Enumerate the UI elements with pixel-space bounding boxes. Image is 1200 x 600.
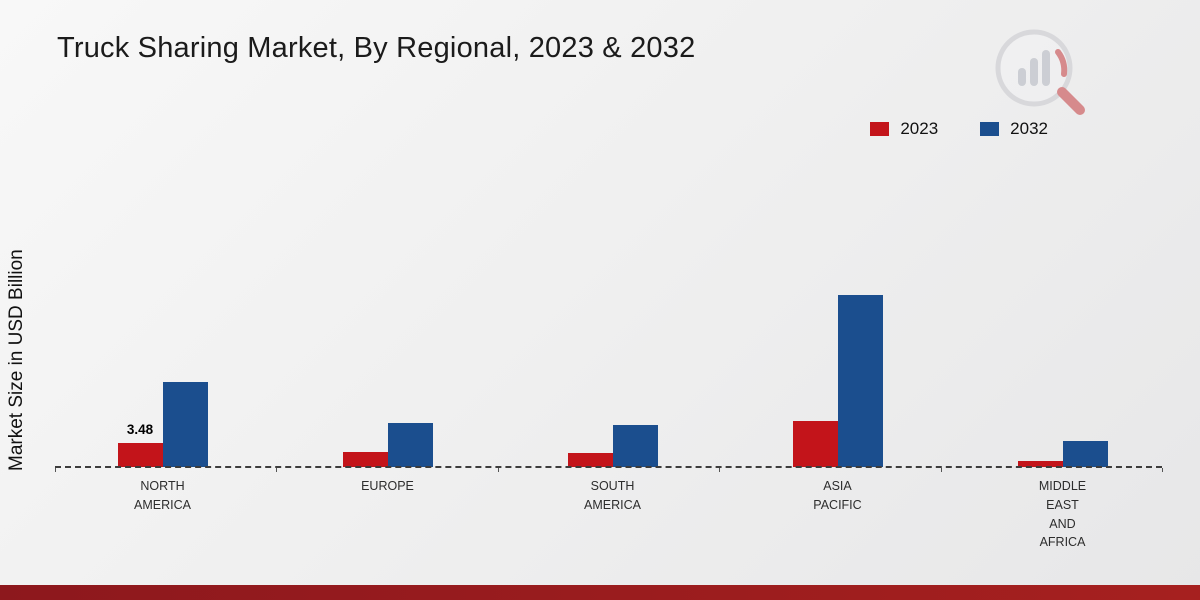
legend-item-2023: 2023 — [870, 119, 938, 139]
x-axis-line — [55, 466, 1163, 472]
axis-tick — [55, 468, 56, 472]
legend-label: 2032 — [1010, 119, 1048, 138]
bar-2023-asia-pacific — [792, 421, 838, 467]
bar-2032-middle-east-and-africa — [1062, 441, 1108, 467]
brand-logo-icon — [982, 22, 1094, 122]
axis-tick — [719, 468, 721, 472]
legend: 2023 2032 — [870, 119, 1048, 139]
bar-value-label: 3.48 — [126, 422, 154, 437]
bar-pair: 3.48 — [50, 120, 275, 467]
category-label: ASIA PACIFIC — [813, 479, 862, 512]
category-label: NORTH AMERICA — [134, 479, 191, 512]
bar-pair — [500, 120, 725, 467]
bar-2023-europe — [342, 452, 388, 467]
bar-2032-north-america — [162, 382, 208, 467]
category-label: EUROPE — [361, 479, 414, 493]
legend-label: 2023 — [900, 119, 939, 138]
plot-area: 3.48 NORTH AMERICA EUROPE SOUTH AMERICA ASIA PA… — [50, 120, 1175, 549]
bar-2023-south-america — [567, 453, 613, 467]
legend-item-2032: 2032 — [980, 119, 1048, 139]
axis-tick — [940, 468, 942, 472]
bar-pair — [275, 120, 500, 467]
bar-group-north-america: 3.48 NORTH AMERICA — [50, 120, 275, 512]
legend-swatch — [980, 122, 1000, 136]
axis-tick — [276, 468, 278, 472]
category-label: MIDDLE EAST AND AFRICA — [1038, 479, 1087, 550]
axis-tick — [497, 468, 499, 472]
category-label: SOUTH AMERICA — [584, 479, 641, 512]
bar-group-europe: EUROPE — [275, 120, 500, 493]
legend-swatch — [870, 122, 890, 136]
footer-bar — [0, 585, 1200, 600]
bar-2032-south-america — [612, 425, 658, 467]
chart-title: Truck Sharing Market, By Regional, 2023 … — [57, 32, 696, 64]
bar-2023-north-america: 3.48 — [117, 422, 163, 467]
bar-2023-middle-east-and-africa — [1017, 461, 1063, 467]
y-axis-label: Market Size in USD Billion — [6, 249, 27, 471]
bar-group-middle-east-and-africa: MIDDLE EAST AND AFRICA — [950, 120, 1175, 549]
bar-2032-europe — [387, 423, 433, 467]
bar-2032-asia-pacific — [837, 295, 883, 467]
bar-pair — [950, 120, 1175, 467]
bar-group-south-america: SOUTH AMERICA — [500, 120, 725, 512]
bar-group-asia-pacific: ASIA PACIFIC — [725, 120, 950, 512]
axis-tick — [1162, 468, 1163, 472]
bar-pair — [725, 120, 950, 467]
